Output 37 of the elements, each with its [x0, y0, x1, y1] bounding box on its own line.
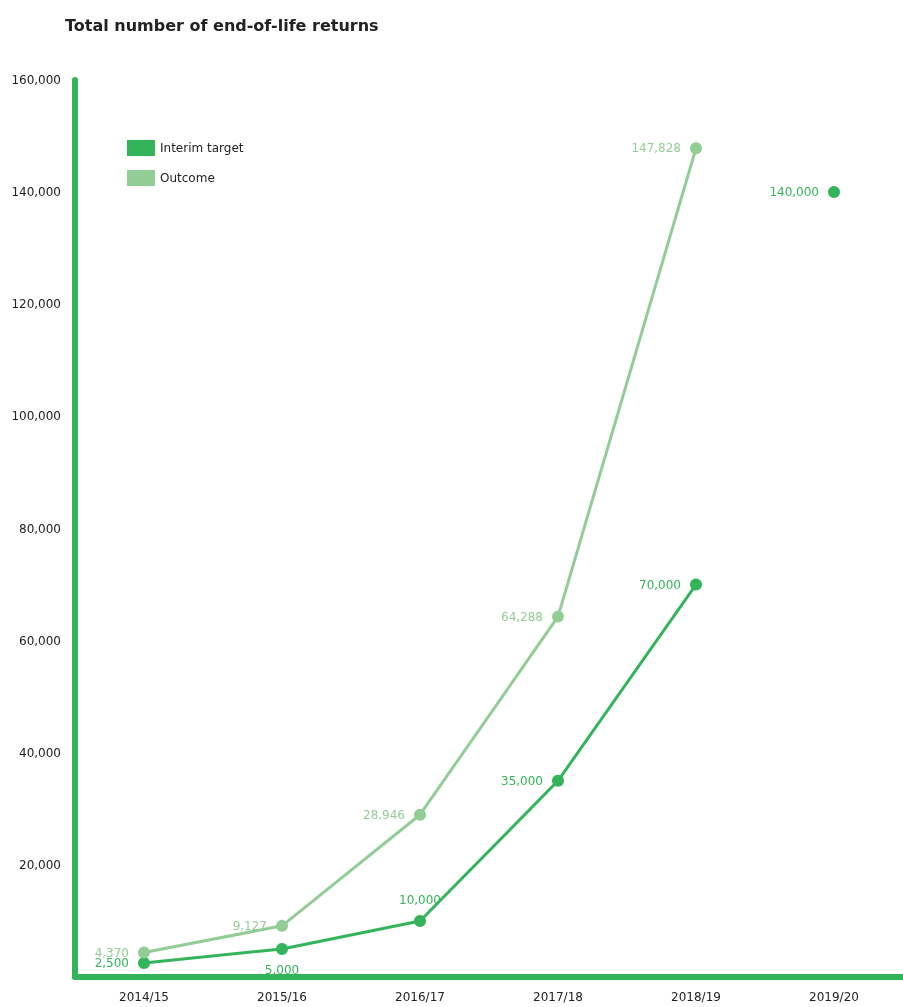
legend-label: Interim target	[160, 141, 244, 155]
y-tick-label: 160,000	[11, 73, 61, 87]
point	[690, 142, 702, 155]
point	[552, 610, 564, 623]
point	[276, 919, 288, 932]
data-label: 10,000	[399, 892, 441, 907]
y-tick-label: 40,000	[19, 745, 61, 760]
data-label: 35,000	[501, 773, 543, 788]
data-label: 140,000	[769, 185, 819, 200]
y-tick-label: 100,000	[11, 409, 61, 424]
y-tick-label: 120,000	[11, 297, 61, 312]
point	[552, 774, 564, 787]
point	[414, 808, 426, 821]
x-tick-label: 2015/16	[257, 990, 307, 1004]
x-tick-label: 2017/18	[533, 990, 583, 1004]
data-label: 5,000	[264, 962, 300, 977]
point	[690, 578, 702, 591]
data-label: 9,127	[232, 918, 267, 933]
y-tick-label: 80,000	[19, 521, 61, 536]
point	[138, 956, 150, 969]
x-tick-label: 2019/20	[809, 990, 859, 1004]
point	[138, 946, 150, 959]
chart-title: Total number of end-of-life returns	[65, 15, 379, 35]
y-tick-label: 140,000	[11, 185, 61, 200]
x-tick-label: 2014/15	[119, 990, 169, 1004]
legend-label: Outcome	[160, 171, 215, 185]
point	[276, 942, 288, 955]
y-tick-label: 20,000	[19, 857, 61, 872]
y-tick-label: 60,000	[19, 633, 61, 648]
data-label: 28,946	[363, 807, 405, 822]
x-tick-label: 2018/19	[671, 990, 721, 1004]
point	[828, 186, 840, 199]
data-label: 70,000	[639, 577, 681, 592]
data-label: 147,828	[631, 141, 681, 156]
point	[414, 914, 426, 927]
data-label: 64,288	[501, 609, 543, 624]
x-tick-label: 2016/17	[395, 990, 445, 1004]
